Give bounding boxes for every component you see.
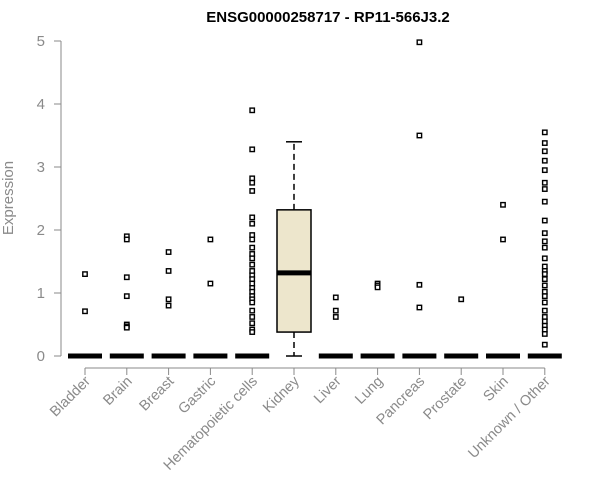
box-skin	[486, 201, 520, 359]
box-unknown-other	[527, 129, 562, 359]
outlier-point	[123, 236, 130, 243]
outlier-point	[249, 244, 256, 251]
outlier-point	[249, 179, 256, 186]
box-bladder	[68, 271, 102, 359]
y-axis-label: Expression	[0, 161, 17, 235]
outlier-point	[541, 198, 548, 205]
outlier-point	[249, 214, 256, 221]
box-hematopoietic-cells	[235, 107, 270, 359]
y-tick-label: 5	[37, 33, 45, 50]
outlier-point	[249, 261, 256, 268]
outlier-point	[541, 140, 548, 146]
outlier-point	[207, 236, 214, 243]
outlier-point	[541, 293, 548, 300]
outlier-point	[165, 296, 172, 303]
outlier-point	[541, 238, 548, 245]
outlier-point	[416, 39, 423, 46]
y-tick-label: 2	[37, 222, 45, 239]
x-tick-label: Brain	[100, 374, 135, 409]
outlier-point	[82, 271, 88, 277]
x-tick-label: Lung	[352, 374, 386, 408]
x-tick-label: Bladder	[47, 373, 94, 420]
y-tick-label: 4	[37, 96, 45, 113]
x-tick-label: Kidney	[260, 373, 303, 416]
y-axis	[54, 40, 62, 357]
outlier-point	[458, 296, 465, 303]
outlier-point	[541, 276, 548, 283]
outlier-point	[541, 167, 548, 174]
outlier-point	[249, 188, 256, 194]
outlier-point	[249, 107, 256, 114]
box-liver	[318, 294, 353, 359]
box-series	[68, 39, 562, 359]
outlier-point	[541, 148, 548, 155]
outlier-point	[249, 307, 256, 314]
x-tick-label: Breast	[136, 374, 177, 415]
x-tick-label: Liver	[311, 373, 345, 407]
box-lung	[360, 280, 395, 359]
outlier-point	[500, 236, 506, 243]
outlier-point	[249, 299, 256, 306]
outlier-point	[374, 284, 381, 291]
y-tick-label: 1	[37, 285, 45, 302]
outlier-point	[123, 293, 130, 300]
outlier-point	[249, 236, 256, 243]
box-kidney	[276, 141, 312, 357]
outlier-point	[249, 314, 256, 320]
x-tick-label: Prostate	[421, 374, 470, 423]
outlier-point	[416, 281, 423, 288]
outlier-point	[123, 324, 130, 331]
outlier-point	[332, 314, 339, 320]
x-tick-label: Skin	[481, 374, 512, 405]
outlier-point	[541, 217, 548, 224]
outlier-point	[249, 329, 256, 335]
outlier-point	[249, 255, 256, 262]
outlier-point	[416, 304, 423, 311]
outlier-point	[332, 307, 339, 314]
chart-title: ENSG00000258717 - RP11-566J3.2	[206, 9, 450, 26]
outlier-point	[541, 255, 548, 262]
outlier-point	[500, 201, 506, 208]
outlier-point	[165, 268, 172, 274]
outlier-point	[541, 341, 548, 348]
outlier-point	[165, 249, 172, 255]
box-brain	[109, 233, 144, 359]
outlier-point	[541, 244, 548, 251]
x-axis	[84, 367, 546, 375]
outlier-point	[541, 282, 548, 289]
outlier-point	[541, 230, 548, 237]
outlier-point	[165, 302, 172, 309]
outlier-point	[123, 274, 130, 281]
outlier-point	[541, 299, 548, 306]
outlier-point	[82, 308, 88, 315]
outlier-point	[541, 271, 548, 277]
outlier-point	[541, 179, 548, 186]
y-tick-label: 3	[37, 159, 45, 176]
outlier-point	[249, 146, 256, 153]
outlier-point	[249, 320, 256, 327]
outlier-point	[541, 331, 548, 337]
outlier-point	[541, 129, 548, 136]
box-gastric	[193, 236, 228, 359]
box-prostate	[444, 296, 479, 359]
box-breast	[151, 249, 186, 359]
outlier-point	[541, 157, 548, 164]
outlier-point	[416, 132, 423, 139]
box-pancreas	[402, 39, 437, 359]
outlier-point	[332, 294, 339, 301]
y-tick-label: 0	[37, 348, 45, 365]
outlier-point	[541, 307, 548, 314]
outlier-point	[207, 280, 214, 287]
outlier-point	[541, 186, 548, 192]
y-tick-labels: 0 1 2 3 4 5	[37, 33, 45, 365]
outlier-point	[249, 220, 256, 227]
